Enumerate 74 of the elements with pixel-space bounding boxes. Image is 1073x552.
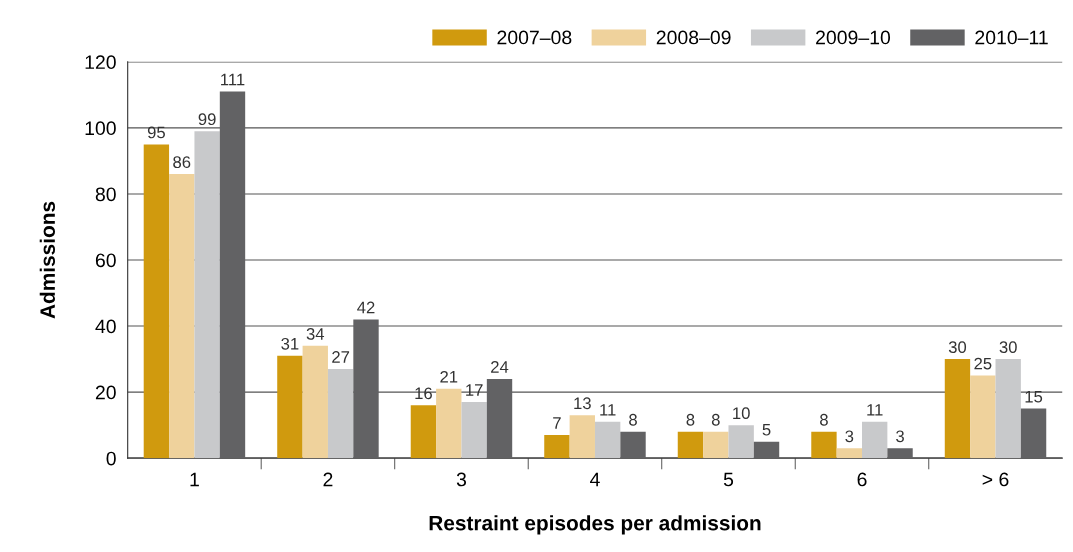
data-label: 7 xyxy=(553,417,561,429)
bar xyxy=(620,431,646,459)
x-tick-label: 3 xyxy=(456,472,467,487)
data-label: 99 xyxy=(198,113,216,126)
legend-label: 2007–08 xyxy=(497,30,572,45)
y-tick-label: 60 xyxy=(95,253,116,268)
x-axis-title: Restraint episodes per admission xyxy=(429,515,761,535)
data-label: 5 xyxy=(762,423,771,436)
data-label: 42 xyxy=(357,301,375,314)
bar xyxy=(728,425,754,459)
data-label: 24 xyxy=(491,361,509,373)
data-label: 3 xyxy=(845,430,854,443)
bar xyxy=(1020,408,1047,459)
bar xyxy=(302,345,328,459)
data-label: 8 xyxy=(820,413,828,426)
bar xyxy=(410,405,437,459)
y-tick-label: 80 xyxy=(95,187,116,202)
data-label: 8 xyxy=(686,413,695,426)
data-label: 30 xyxy=(948,341,967,353)
data-label: 27 xyxy=(332,351,350,363)
data-label: 10 xyxy=(733,407,750,420)
x-tick-label: 2 xyxy=(323,472,333,487)
y-tick-label: 20 xyxy=(95,385,116,400)
bar xyxy=(887,448,913,459)
bar xyxy=(486,378,513,459)
bar xyxy=(944,359,971,459)
y-axis-title: Admissions xyxy=(39,201,56,319)
bar xyxy=(995,359,1021,459)
bar xyxy=(353,319,379,459)
bar xyxy=(862,421,888,459)
legend-label: 2009–10 xyxy=(816,30,891,45)
bar xyxy=(169,174,195,459)
data-label: 11 xyxy=(600,404,616,416)
x-tick-label: > 6 xyxy=(982,472,1009,487)
y-tick-label: 120 xyxy=(85,55,116,70)
x-tick-label: 6 xyxy=(857,472,867,487)
bar xyxy=(703,431,729,459)
bar xyxy=(836,448,862,459)
y-tick-label: 0 xyxy=(106,451,116,466)
bar xyxy=(677,431,704,459)
bar xyxy=(461,402,487,459)
y-tick-label: 40 xyxy=(95,319,116,334)
bar xyxy=(594,421,621,459)
bar xyxy=(277,355,303,459)
bar xyxy=(753,441,780,459)
bar xyxy=(544,435,570,459)
x-tick-label: 1 xyxy=(190,472,199,487)
legend-label: 2008–09 xyxy=(656,30,731,45)
bar xyxy=(194,131,220,459)
legend-label: 2010–11 xyxy=(975,30,1048,45)
data-label: 30 xyxy=(999,341,1017,353)
x-tick-label: 5 xyxy=(723,472,734,487)
bar xyxy=(327,368,354,459)
data-label: 25 xyxy=(974,357,992,370)
bar xyxy=(219,91,246,459)
data-label: 95 xyxy=(147,126,165,139)
bar xyxy=(436,388,462,459)
bar xyxy=(569,415,595,459)
data-label: 8 xyxy=(629,413,637,426)
bar xyxy=(970,375,996,459)
data-label: 8 xyxy=(711,413,720,426)
data-label: 111 xyxy=(221,73,245,86)
data-label: 21 xyxy=(440,370,458,383)
data-label: 13 xyxy=(574,397,591,410)
data-label: 34 xyxy=(306,327,325,340)
data-label: 86 xyxy=(173,156,191,169)
y-tick-label: 100 xyxy=(85,121,116,136)
data-label: 31 xyxy=(281,337,299,350)
data-label: 15 xyxy=(1025,390,1043,403)
bar xyxy=(143,144,170,459)
data-label: 11 xyxy=(867,404,883,416)
data-label: 3 xyxy=(896,430,904,443)
bar xyxy=(811,431,837,459)
x-tick-label: 4 xyxy=(590,472,600,487)
